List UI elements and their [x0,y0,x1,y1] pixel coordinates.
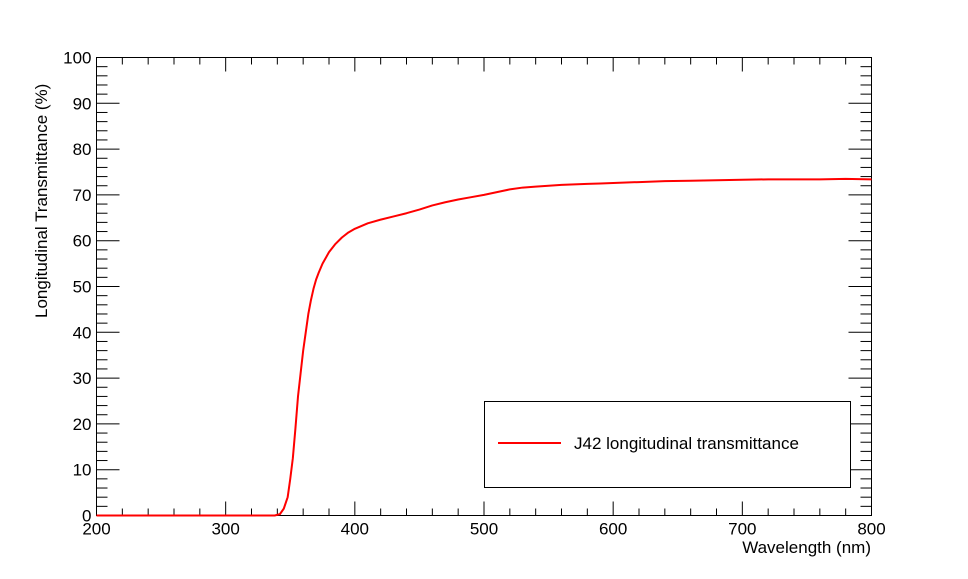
legend-label: J42 longitudinal transmittance [574,434,799,453]
series-line [96,177,872,517]
y-tick-label: 20 [73,415,92,434]
legend-box [484,401,851,488]
y-tick-label: 60 [73,232,92,251]
y-tick-label: 40 [73,323,92,342]
x-tick-label: 200 [82,520,110,539]
y-tick-label: 90 [73,94,92,113]
x-tick-label: 800 [857,520,885,539]
x-tick-label: 700 [728,520,756,539]
y-tick-label: 50 [73,278,92,297]
series-lines [96,177,872,517]
y-tick-label: 10 [73,461,92,480]
x-tick-label: 500 [470,520,498,539]
y-axis-title: Longitudinal Transmittance (%) [32,84,51,318]
y-tick-labels: 0 10 20 30 40 50 60 70 80 90 100 [63,49,91,526]
y-tick-label: 80 [73,140,92,159]
y-tick-label: 100 [63,49,91,68]
y-tick-label: 30 [73,369,92,388]
x-tick-label: 400 [341,520,369,539]
x-axis-title: Wavelength (nm) [742,538,871,557]
x-tick-label: 600 [599,520,627,539]
x-tick-label: 300 [211,520,239,539]
y-tick-label: 70 [73,186,92,205]
x-tick-labels: 200 300 400 500 600 700 800 [82,520,885,539]
tick-marks [96,57,872,516]
y-tick-label: 0 [82,507,91,526]
legend: J42 longitudinal transmittance [484,401,851,488]
